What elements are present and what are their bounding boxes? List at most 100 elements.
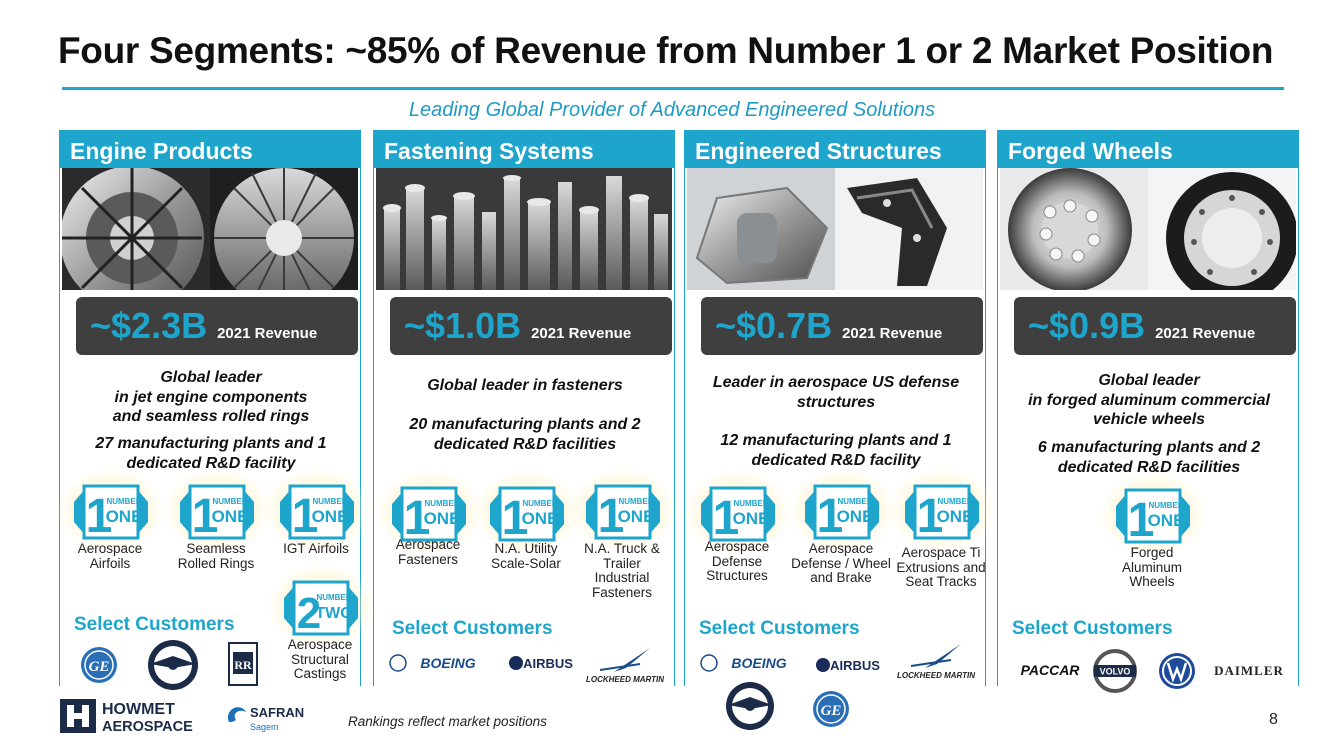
svg-text:BOEING: BOEING	[731, 655, 786, 671]
facilities-line: 27 manufacturing plants and 1	[95, 435, 327, 452]
badge-label: Forged Aluminum Wheels	[1121, 545, 1183, 589]
segment-title: Engineered Structures	[685, 130, 985, 168]
svg-text:AEROSPACE: AEROSPACE	[102, 719, 193, 735]
svg-text:ONE: ONE	[522, 509, 559, 528]
svg-text:NUMBER: NUMBER	[1148, 501, 1183, 510]
svg-text:1: 1	[86, 490, 113, 540]
revenue-label: 2021 Revenue	[531, 325, 632, 342]
svg-text:PACCAR: PACCAR	[1021, 662, 1081, 678]
revenue-amount: ~$0.7B	[715, 305, 833, 346]
airbus-logo-icon: AIRBUS	[816, 658, 880, 673]
description-line: in jet engine components	[114, 388, 308, 406]
revenue-label: 2021 Revenue	[217, 325, 318, 342]
description-line: Leader in aerospace US defense	[712, 374, 960, 391]
revenue-label: 2021 Revenue	[1155, 325, 1256, 342]
number-one-icon: 1 NUMBER ONE	[74, 484, 148, 540]
select-customers-heading: Select Customers	[74, 614, 235, 635]
select-customers-heading: Select Customers	[392, 618, 553, 639]
facilities-line: dedicated R&D facilities	[433, 435, 617, 453]
engine-parts-photo	[62, 168, 358, 290]
rolls-royce-logo-icon: RR	[228, 642, 258, 686]
svg-text:SAFRAN: SAFRAN	[250, 705, 304, 720]
pratt-whitney-logo-icon	[148, 640, 198, 690]
segment-facilities: 12 manufacturing plants and 1 dedicated …	[693, 431, 979, 470]
facilities-line: 20 manufacturing plants and 2	[409, 416, 641, 433]
svg-text:2: 2	[297, 589, 321, 636]
badge-label: Aerospace Airfoils	[77, 541, 143, 571]
number-one-icon: 1 NUMBER ONE	[805, 484, 879, 540]
lockheed-martin-logo-icon: LOCKHEED MARTIN	[897, 644, 975, 680]
number-one-icon: 1 NUMBER ONE	[490, 486, 564, 542]
svg-text:AIRBUS: AIRBUS	[523, 656, 573, 671]
ge-logo-icon: GE	[81, 647, 117, 683]
slide-title: Four Segments: ~85% of Revenue from Numb…	[58, 30, 1274, 71]
ge-logo-icon: GE	[813, 691, 849, 727]
svg-text:1: 1	[502, 492, 529, 542]
svg-text:VOLVO: VOLVO	[1100, 667, 1131, 677]
revenue-box: ~$0.9B 2021 Revenue	[1014, 297, 1296, 355]
svg-text:NUMBER: NUMBER	[212, 497, 247, 506]
svg-text:GE: GE	[821, 703, 842, 719]
svg-text:DAIMLER: DAIMLER	[1214, 663, 1284, 678]
svg-text:1: 1	[404, 492, 431, 542]
number-one-icon: 1 NUMBER ONE	[1116, 488, 1190, 544]
svg-text:1: 1	[598, 490, 625, 540]
badge-label: Aerospace Fasteners	[395, 537, 461, 567]
segment-description: Global leader in forged aluminum commerc…	[1006, 371, 1292, 430]
boeing-logo-icon: BOEING	[700, 654, 787, 672]
svg-text:ONE: ONE	[837, 507, 874, 526]
svg-text:NUMBER: NUMBER	[312, 497, 347, 506]
revenue-box: ~$2.3B 2021 Revenue	[76, 297, 358, 355]
pratt-whitney-logo-icon	[726, 682, 774, 730]
daimler-logo-icon: DAIMLER	[1214, 663, 1284, 678]
facilities-line: 12 manufacturing plants and 1	[720, 432, 952, 449]
svg-text:NUMBER: NUMBER	[424, 499, 459, 508]
badge-label: N.A. Truck & Trailer Industrial Fasteners	[584, 541, 660, 600]
facilities-line: dedicated R&D facility	[751, 451, 921, 469]
volvo-logo-icon: VOLVO	[1093, 649, 1137, 693]
badge-label: Aerospace Structural Castings	[287, 637, 353, 681]
revenue-amount: ~$1.0B	[404, 305, 522, 346]
svg-text:ONE: ONE	[312, 507, 349, 526]
svg-text:1: 1	[1128, 494, 1155, 544]
svg-text:ONE: ONE	[212, 507, 249, 526]
svg-text:HOWMET: HOWMET	[102, 701, 175, 718]
description-line: Global leader	[1098, 372, 1200, 389]
svg-text:ONE: ONE	[618, 507, 655, 526]
segment-title: Fastening Systems	[374, 130, 674, 168]
svg-text:NUMBER: NUMBER	[316, 593, 351, 602]
svg-text:LOCKHEED MARTIN: LOCKHEED MARTIN	[897, 671, 975, 680]
badge-label: Aerospace Defense Structures	[704, 539, 770, 583]
segment-forged-wheels: Forged Wheels ~$0.9B 2021 Revenue	[997, 130, 1299, 693]
segment-description: Global leader in jet engine components a…	[68, 368, 354, 427]
revenue-box: ~$0.7B 2021 Revenue	[701, 297, 983, 355]
svg-text:1: 1	[192, 490, 219, 540]
airbus-logo-icon: AIRBUS	[509, 656, 573, 671]
number-one-icon: 1 NUMBER ONE	[701, 486, 775, 542]
svg-text:Sagem: Sagem	[250, 722, 279, 732]
description-line: in forged aluminum commercial	[1028, 391, 1270, 409]
svg-text:ONE: ONE	[733, 509, 770, 528]
svg-text:NUMBER: NUMBER	[106, 497, 141, 506]
howmet-logo: HOWMET AEROSPACE	[60, 699, 193, 735]
svg-text:NUMBER: NUMBER	[733, 499, 768, 508]
number-one-icon: 1 NUMBER ONE	[180, 484, 254, 540]
svg-text:ONE: ONE	[106, 507, 143, 526]
title-divider	[62, 87, 1284, 90]
segment-description: Leader in aerospace US defense structure…	[693, 373, 979, 412]
svg-text:RR: RR	[234, 658, 252, 672]
safran-logo: SAFRAN Sagem	[228, 705, 304, 732]
revenue-label: 2021 Revenue	[842, 325, 943, 342]
wheels-photo	[1000, 168, 1296, 290]
fasteners-photo	[376, 168, 672, 290]
select-customers-heading: Select Customers	[1012, 618, 1173, 639]
svg-text:ONE: ONE	[1148, 511, 1185, 530]
segment-engine-products: Engine Products ~$2.3B 2021 Revenue Glob…	[58, 130, 374, 690]
number-one-icon: 1 NUMBER ONE	[905, 484, 979, 540]
description-line: structures	[796, 393, 876, 411]
svg-text:NUMBER: NUMBER	[618, 497, 653, 506]
svg-text:ONE: ONE	[937, 507, 974, 526]
volkswagen-logo-icon	[1159, 653, 1195, 689]
svg-text:TWO: TWO	[315, 605, 352, 622]
svg-text:BOEING: BOEING	[420, 655, 475, 671]
